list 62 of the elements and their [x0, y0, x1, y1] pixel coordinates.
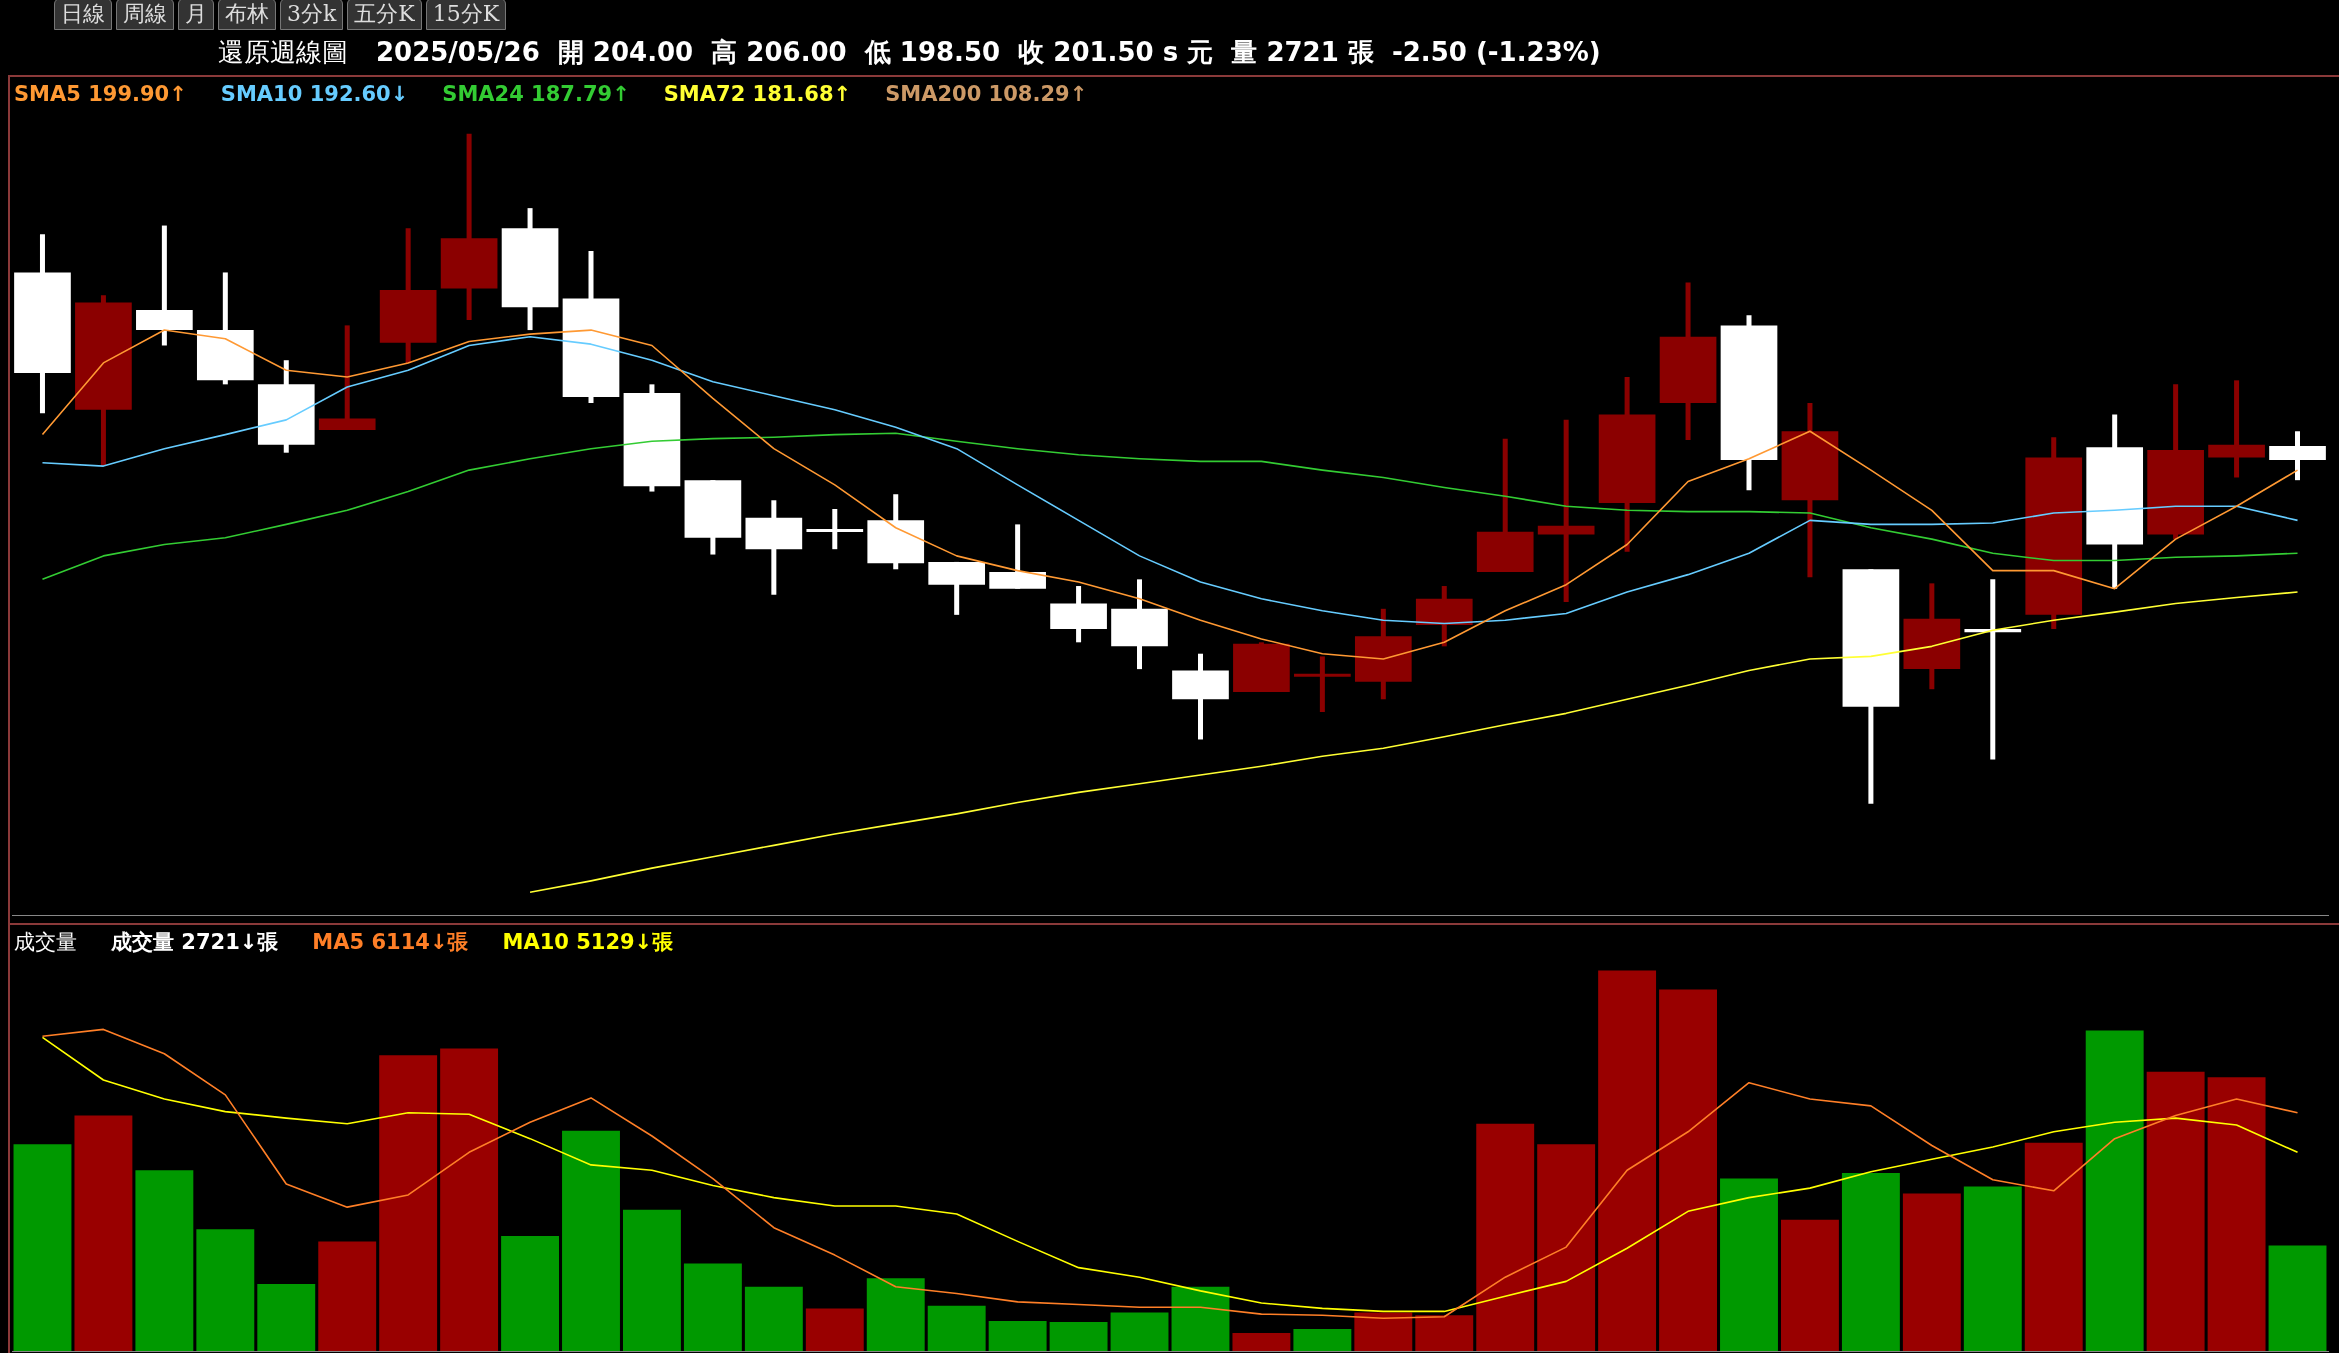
bar — [501, 1236, 559, 1351]
bar — [318, 1241, 377, 1351]
bar — [562, 1130, 620, 1351]
bar — [74, 1115, 133, 1351]
bar — [623, 1209, 681, 1351]
bar — [2146, 1071, 2205, 1351]
bar — [744, 1286, 803, 1351]
bar — [1659, 989, 1717, 1351]
bar — [1963, 1186, 2022, 1351]
chart-title: 成交量 — [14, 929, 77, 956]
text: 15分K — [425, 0, 507, 30]
bar — [1049, 1322, 1108, 1351]
bar — [2268, 1245, 2327, 1351]
bar — [1171, 1286, 1230, 1351]
bar — [135, 1170, 194, 1351]
bar — [1476, 1123, 1535, 1351]
text: 布林 — [218, 0, 276, 30]
candlestick — [806, 508, 864, 550]
chart-title: 還原週線圖 — [218, 36, 348, 69]
bar — [2207, 1077, 2266, 1351]
bar — [257, 1284, 316, 1351]
chart-subtitle: 2025/05/26 開 204.00 高 206.00 低 198.50 收 201.50 s 元 量 2721 張 -2.50 (-1.23%) — [376, 36, 1601, 69]
legend-label: SMA200 108.29↑ — [885, 82, 1088, 106]
text: 日線 — [54, 0, 112, 30]
candlestick — [2208, 380, 2265, 478]
bar — [988, 1320, 1047, 1351]
bar — [1232, 1333, 1291, 1351]
text: 五分K — [347, 0, 422, 30]
bar — [1354, 1312, 1413, 1351]
text: SMA5 199.90↑ — [14, 82, 187, 106]
text: SMA10 192.60↓ — [220, 82, 409, 106]
bar — [1598, 970, 1657, 1351]
bar — [1537, 1144, 1596, 1351]
text: SMA24 187.79↑ — [442, 82, 630, 106]
bar — [1902, 1193, 1961, 1351]
text: 月 — [178, 0, 214, 30]
text: 成交量 2721↓張 — [111, 929, 279, 956]
bar — [2024, 1142, 2083, 1351]
text: SMA72 181.68↑ — [663, 82, 852, 106]
bar — [1293, 1328, 1352, 1351]
text: 周線 — [116, 0, 174, 30]
bar — [440, 1048, 499, 1351]
text: MA5 6114↓張 — [312, 929, 469, 956]
bar — [866, 1278, 925, 1351]
bar — [1781, 1219, 1839, 1351]
bar — [927, 1305, 986, 1351]
bar — [683, 1263, 742, 1351]
bar — [1110, 1312, 1169, 1351]
text: 3分k — [280, 0, 344, 30]
bar — [13, 1144, 72, 1351]
bar — [805, 1308, 864, 1351]
candlestick — [318, 325, 376, 430]
bar — [379, 1055, 438, 1351]
candlestick — [136, 225, 193, 346]
text: MA10 5129↓張 — [502, 929, 674, 956]
bar — [1720, 1178, 1778, 1351]
bar — [1415, 1315, 1474, 1351]
candlestick — [1294, 656, 1351, 712]
bar — [196, 1229, 255, 1351]
candlestick — [1537, 419, 1595, 603]
bar — [2085, 1030, 2144, 1351]
bar — [1841, 1172, 1900, 1351]
